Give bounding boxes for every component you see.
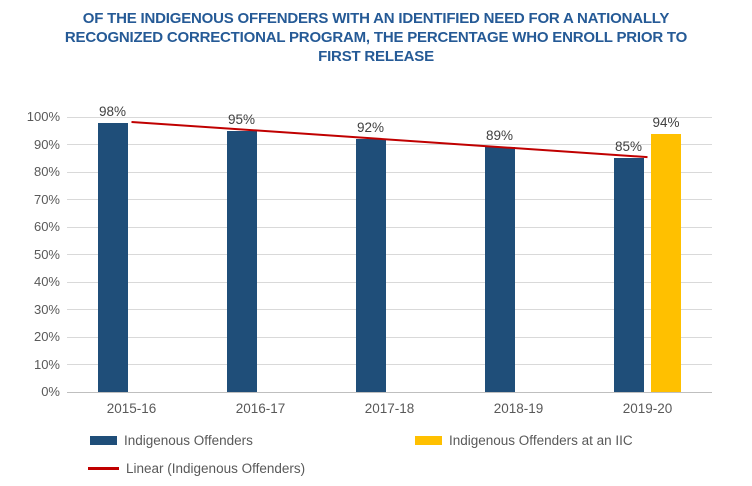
value-label-2016-17-series-0: 95% (227, 111, 256, 127)
bar-2017-18-series-0 (355, 139, 386, 392)
legend-label-indigenous-offenders: Indigenous Offenders (124, 433, 253, 448)
gridline-60 (67, 226, 712, 228)
x-axis-label-2017-18: 2017-18 (364, 401, 415, 416)
yellow-bar-swatch-icon (415, 436, 442, 445)
y-axis-tick-label: 60% (33, 219, 60, 234)
bar-2019-20-series-1 (651, 133, 681, 392)
value-label-2018-19-series-0: 89% (485, 128, 514, 144)
y-axis-tick-label: 20% (33, 329, 60, 344)
y-axis-tick-label: 0% (41, 384, 60, 399)
y-axis-tick-label: 50% (33, 246, 60, 262)
x-axis-label-2015-16: 2015-16 (106, 401, 157, 416)
bar-2015-16-series-0 (97, 122, 128, 392)
value-label-2019-20-series-0: 85% (614, 139, 643, 155)
x-axis-label-2019-20: 2019-20 (622, 401, 673, 416)
x-axis-line (67, 392, 712, 393)
y-axis: 0% 10% 20% 30% 40% 50% 60% 70% 80% 90% 100% (0, 109, 60, 399)
gridline-10 (67, 364, 712, 365)
gridline-30 (67, 309, 712, 310)
bar-2019-20-series-0 (613, 158, 644, 392)
y-axis-tick-label: 30% (33, 301, 60, 317)
gridline-70 (67, 199, 712, 200)
value-label-2015-16-series-0: 98% (98, 103, 127, 119)
legend-item-indigenous-offenders-iic: Indigenous Offenders at an IIC (415, 433, 633, 448)
y-axis-tick-label: 80% (33, 164, 60, 179)
gridline-100 (67, 116, 712, 118)
red-line-swatch-icon (88, 467, 119, 470)
legend-item-indigenous-offenders: Indigenous Offenders (90, 433, 253, 448)
x-axis-label-2016-17: 2016-17 (235, 401, 286, 416)
y-axis-tick-label: 70% (33, 191, 60, 207)
y-axis-tick-label: 100% (26, 109, 60, 124)
legend-label-linear-trend: Linear (Indigenous Offenders) (126, 461, 306, 476)
gridline-50 (67, 254, 712, 255)
x-axis-label-2018-19: 2018-19 (493, 401, 544, 416)
bar-2016-17-series-0 (226, 130, 257, 392)
gridline-80 (67, 171, 712, 173)
gridline-20 (67, 336, 712, 338)
blue-bar-swatch-icon (90, 436, 117, 445)
plot-area: 2015-16 98% 2016-17 95% 2017-18 92% 2018-19 89%… (67, 104, 712, 416)
bar-2018-19-series-0 (484, 147, 515, 392)
legend-item-linear-trend: Linear (Indigenous Offenders) (88, 461, 305, 476)
y-axis-tick-label: 40% (33, 274, 60, 289)
gridline-40 (67, 281, 712, 283)
value-label-2017-18-series-0: 92% (356, 120, 385, 135)
chart-title: OF THE INDIGENOUS OFFENDERS WITH AN IDEN… (64, 10, 688, 66)
value-label-2019-20-series-1: 94% (652, 114, 680, 130)
y-axis-tick-label: 90% (33, 136, 60, 152)
legend-label-indigenous-offenders-iic: Indigenous Offenders at an IIC (449, 433, 633, 448)
y-axis-tick-label: 10% (33, 356, 60, 372)
